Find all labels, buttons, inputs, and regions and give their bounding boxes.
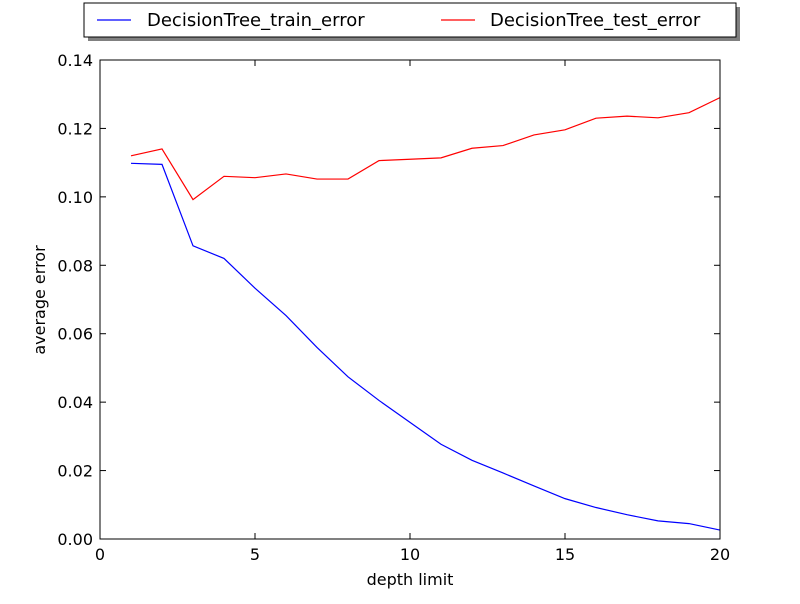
legend-label-test: DecisionTree_test_error xyxy=(490,10,701,31)
series-line-test xyxy=(130,97,721,201)
legend-label-train: DecisionTree_train_error xyxy=(147,10,365,31)
y-axis-label: average error xyxy=(30,245,49,355)
x-axis-label: depth limit xyxy=(367,570,454,589)
legend: DecisionTree_train_error DecisionTree_te… xyxy=(83,2,740,41)
x-tick-label: 15 xyxy=(555,545,575,564)
series-line-train xyxy=(130,162,721,531)
x-axis: 0 5 10 15 20 xyxy=(95,60,730,564)
series-layer xyxy=(130,97,721,531)
x-tick-label: 0 xyxy=(95,545,105,564)
y-tick-label: 0.04 xyxy=(57,393,93,412)
y-tick-label: 0.08 xyxy=(57,256,93,275)
x-tick-label: 10 xyxy=(400,545,420,564)
y-axis: 0.00 0.02 0.04 0.06 0.08 0.10 0.12 0.14 xyxy=(57,51,720,549)
legend-box xyxy=(83,2,737,38)
plot-frame xyxy=(99,59,721,540)
x-tick-label: 20 xyxy=(710,545,730,564)
y-tick-label: 0.12 xyxy=(57,119,93,138)
y-tick-label: 0.00 xyxy=(57,530,93,549)
y-tick-label: 0.10 xyxy=(57,188,93,207)
y-tick-label: 0.06 xyxy=(57,325,93,344)
x-tick-label: 5 xyxy=(250,545,260,564)
y-tick-label: 0.02 xyxy=(57,462,93,481)
y-tick-label: 0.14 xyxy=(57,51,93,70)
